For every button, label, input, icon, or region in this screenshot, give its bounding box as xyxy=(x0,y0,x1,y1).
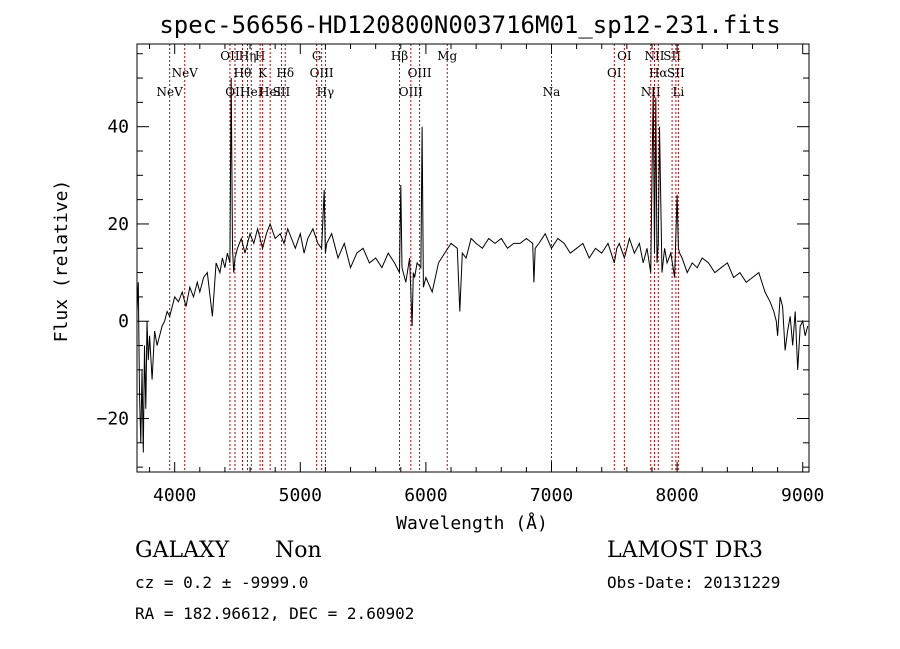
x-tick-label: 5000 xyxy=(279,485,322,506)
line-marker-label: Mg xyxy=(437,49,457,63)
y-tick-label: 0 xyxy=(118,311,129,332)
line-marker-label: Na xyxy=(543,85,561,99)
line-marker-label: Hθ xyxy=(234,66,252,80)
x-tick-label: 8000 xyxy=(655,485,698,506)
x-tick-label: 9000 xyxy=(781,485,824,506)
y-tick-label: 20 xyxy=(107,214,129,235)
redshift-line: cz = 0.2 ± -9999.0 xyxy=(135,573,309,592)
line-marker-label: Hβ xyxy=(391,49,408,63)
axis-ticks xyxy=(137,44,809,472)
line-marker-label: HeI xyxy=(259,85,282,99)
line-marker-label: G xyxy=(312,49,322,63)
line-marker-label: OIII xyxy=(310,66,334,80)
spectrum-series-line xyxy=(136,77,809,453)
line-marker-label: SII xyxy=(667,66,685,80)
coordinates-line: RA = 182.96612, DEC = 2.60902 xyxy=(135,604,415,623)
axis-tick-labels: 4000 5000 6000 7000 8000 9000 −20 0 20 40 xyxy=(96,117,824,506)
x-tick-label: 6000 xyxy=(404,485,447,506)
line-marker-label: Hα xyxy=(649,66,668,80)
line-marker-label: OIII xyxy=(408,66,432,80)
line-marker-label: H xyxy=(255,49,265,63)
object-subclass-label: Non xyxy=(275,538,322,563)
obs-date-line: Obs-Date: 20131229 xyxy=(607,573,781,592)
plot-frame xyxy=(136,43,810,473)
line-marker-label: NeV xyxy=(157,85,184,99)
line-marker-label: NII xyxy=(641,85,661,99)
x-axis-label: Wavelength (Å) xyxy=(396,512,548,534)
line-marker-label: OI xyxy=(607,66,622,80)
line-marker-label: OII xyxy=(220,49,240,63)
x-tick-label: 7000 xyxy=(530,485,573,506)
line-marker-label: OI xyxy=(617,49,632,63)
y-tick-label: −20 xyxy=(96,409,129,430)
line-marker-label: Hγ xyxy=(317,85,335,99)
line-marker-label: NeV xyxy=(172,66,199,80)
line-marker-label: OII xyxy=(225,85,245,99)
survey-label: LAMOST DR3 xyxy=(607,538,763,563)
x-tick-label: 4000 xyxy=(153,485,196,506)
line-marker-label: K xyxy=(258,66,268,80)
y-axis-label: Flux (relative) xyxy=(51,180,72,343)
y-tick-label: 40 xyxy=(107,117,129,138)
line-marker-label: NII xyxy=(645,49,665,63)
object-class-label: GALAXY xyxy=(135,538,230,563)
chart-title: spec-56656-HD120800N003716M01_sp12-231.f… xyxy=(159,11,780,39)
line-marker-label: SII xyxy=(273,85,291,99)
line-marker-label: OIII xyxy=(399,85,423,99)
line-marker-label: Hη xyxy=(239,49,257,63)
line-marker-label: Hδ xyxy=(276,66,294,80)
line-marker-label: Li xyxy=(672,85,684,99)
line-marker-label: HeI xyxy=(240,85,263,99)
